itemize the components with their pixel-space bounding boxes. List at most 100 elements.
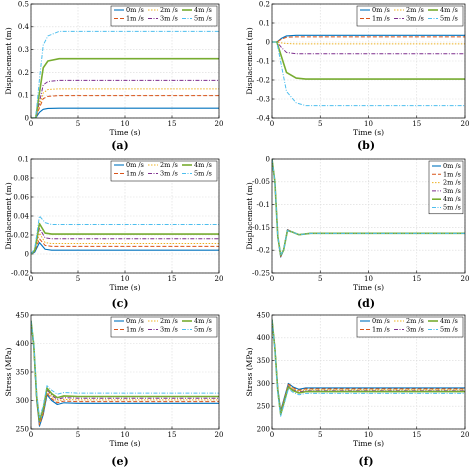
plot-frame — [30, 314, 220, 430]
y-tick-label: -0.1 — [257, 57, 271, 65]
series-line-5ms — [272, 319, 465, 417]
panel-label: (c) — [111, 297, 128, 310]
x-tick-label: 20 — [461, 275, 470, 283]
legend-entry: 2m /s — [160, 6, 178, 14]
x-axis-label: Time (s) — [109, 283, 140, 292]
panel-label: (f) — [358, 455, 373, 468]
series-line-3ms — [31, 227, 219, 255]
legend-entry: 3m /s — [160, 170, 178, 178]
legend-entry: 1m /s — [443, 170, 461, 178]
y-tick-label: 350 — [257, 357, 270, 365]
series-line-4ms — [31, 57, 219, 118]
legend-entry: 5m /s — [194, 170, 212, 178]
y-tick-label: 0.02 — [13, 231, 29, 239]
series-line-5ms — [31, 320, 219, 419]
x-tick-label: 10 — [121, 120, 130, 128]
legend-entry: 0m /s — [372, 6, 390, 14]
y-tick-label: 0.06 — [13, 193, 29, 201]
legend-entry: 3m /s — [160, 326, 178, 334]
legend-entry: 5m /s — [440, 326, 458, 334]
y-tick-label: 300 — [257, 380, 270, 388]
y-tick-label: 0.2 — [18, 69, 29, 77]
y-axis-label: Displacement (m) — [4, 27, 13, 94]
series-line-4ms — [31, 222, 219, 255]
y-tick-label: -0.2 — [257, 247, 271, 255]
x-tick-label: 15 — [168, 275, 177, 283]
y-tick-label: 0.3 — [18, 46, 29, 54]
x-tick-label: 0 — [29, 275, 33, 283]
y-tick-label: 0 — [25, 114, 29, 122]
x-tick-label: 5 — [318, 275, 322, 283]
legend-entry: 3m /s — [406, 15, 424, 23]
plot-frame — [271, 158, 466, 274]
chart-panel-4: 0 5 10 15 20 -0.25 -0.2 -0.15 -0.1 -0.05 0 Time (s)… — [245, 155, 469, 310]
series-line-5ms — [272, 41, 465, 107]
y-tick-label: 400 — [16, 340, 29, 348]
legend-entry: 1m /s — [372, 326, 390, 334]
legend-entry: 2m /s — [160, 317, 178, 325]
panel-label: (e) — [111, 455, 128, 468]
legend-box — [356, 316, 464, 338]
legend-entry: 4m /s — [194, 317, 212, 325]
legend: 0m /s1m /s 2m /s3m /s 4m /s5m /s — [356, 316, 464, 338]
legend-entry: 5m /s — [440, 15, 458, 23]
x-tick-label: 5 — [76, 275, 80, 283]
x-tick-label: 10 — [121, 275, 130, 283]
legend-entry: 5m /s — [443, 204, 461, 212]
chart-panel-2: 0 5 10 15 20 -0.4 -0.3 -0.2 -0.1 0 0.1 0.2 Time (s) D… — [245, 0, 469, 152]
legend-box — [428, 160, 464, 215]
x-tick-label: 20 — [215, 120, 224, 128]
legend-entry: 0m /s — [443, 162, 461, 170]
y-tick-label: -0.1 — [257, 201, 271, 209]
chart-panel-1: 0 5 10 15 20 0 0.1 0.2 0.3 0.4 0.5 Time (s) Displace… — [4, 0, 223, 152]
y-tick-label: -0.3 — [257, 95, 271, 103]
legend-entry: 4m /s — [440, 317, 458, 325]
x-tick-label: 15 — [412, 275, 421, 283]
y-tick-label: 400 — [257, 334, 270, 342]
panel-label: (d) — [357, 297, 375, 310]
x-tick-label: 10 — [364, 275, 373, 283]
y-tick-label: 0.2 — [259, 0, 270, 8]
y-tick-label: 250 — [16, 425, 29, 433]
legend-entry: 5m /s — [194, 15, 212, 23]
panel-label: (b) — [357, 139, 375, 152]
plot-frame — [271, 314, 466, 430]
x-tick-label: 15 — [412, 431, 421, 439]
legend-entry: 2m /s — [160, 161, 178, 169]
legend-entry: 0m /s — [126, 6, 144, 14]
x-tick-label: 10 — [364, 431, 373, 439]
legend: 0m /s1m /s 2m /s3m /s 4m /s5m /s — [110, 316, 218, 338]
legend: 0m /s1m /s 2m /s3m /s 4m /s5m /s — [110, 160, 218, 182]
y-tick-label: 0.04 — [13, 212, 29, 220]
x-axis-label: Time (s) — [109, 128, 140, 137]
y-tick-label: 0.08 — [13, 174, 29, 182]
series-line-1ms — [272, 36, 465, 43]
legend-entry: 0m /s — [126, 161, 144, 169]
x-axis-label: Time (s) — [353, 283, 384, 292]
y-tick-label: 0.5 — [18, 0, 29, 8]
legend-box — [110, 160, 218, 182]
y-tick-label: 0.1 — [18, 155, 29, 163]
x-tick-label: 0 — [270, 275, 274, 283]
legend-entry: 1m /s — [126, 170, 144, 178]
legend-entry: 0m /s — [372, 317, 390, 325]
x-tick-label: 10 — [121, 431, 130, 439]
x-tick-label: 15 — [168, 431, 177, 439]
x-tick-label: 20 — [215, 275, 224, 283]
x-tick-label: 0 — [270, 120, 274, 128]
x-tick-label: 5 — [76, 431, 80, 439]
x-tick-label: 20 — [461, 431, 470, 439]
plot-frame — [30, 3, 220, 119]
x-tick-label: 5 — [76, 120, 80, 128]
panel-label: (a) — [111, 139, 129, 152]
legend-entry: 4m /s — [194, 161, 212, 169]
legend-entry: 2m /s — [406, 317, 424, 325]
y-tick-label: 350 — [16, 368, 29, 376]
y-axis-label: Displacement (m) — [4, 182, 13, 249]
legend-entry: 2m /s — [443, 179, 461, 187]
series-line-3ms — [272, 41, 465, 55]
y-tick-label: 0.1 — [259, 19, 270, 27]
x-tick-label: 0 — [29, 120, 33, 128]
y-tick-label: -0.15 — [252, 224, 270, 232]
